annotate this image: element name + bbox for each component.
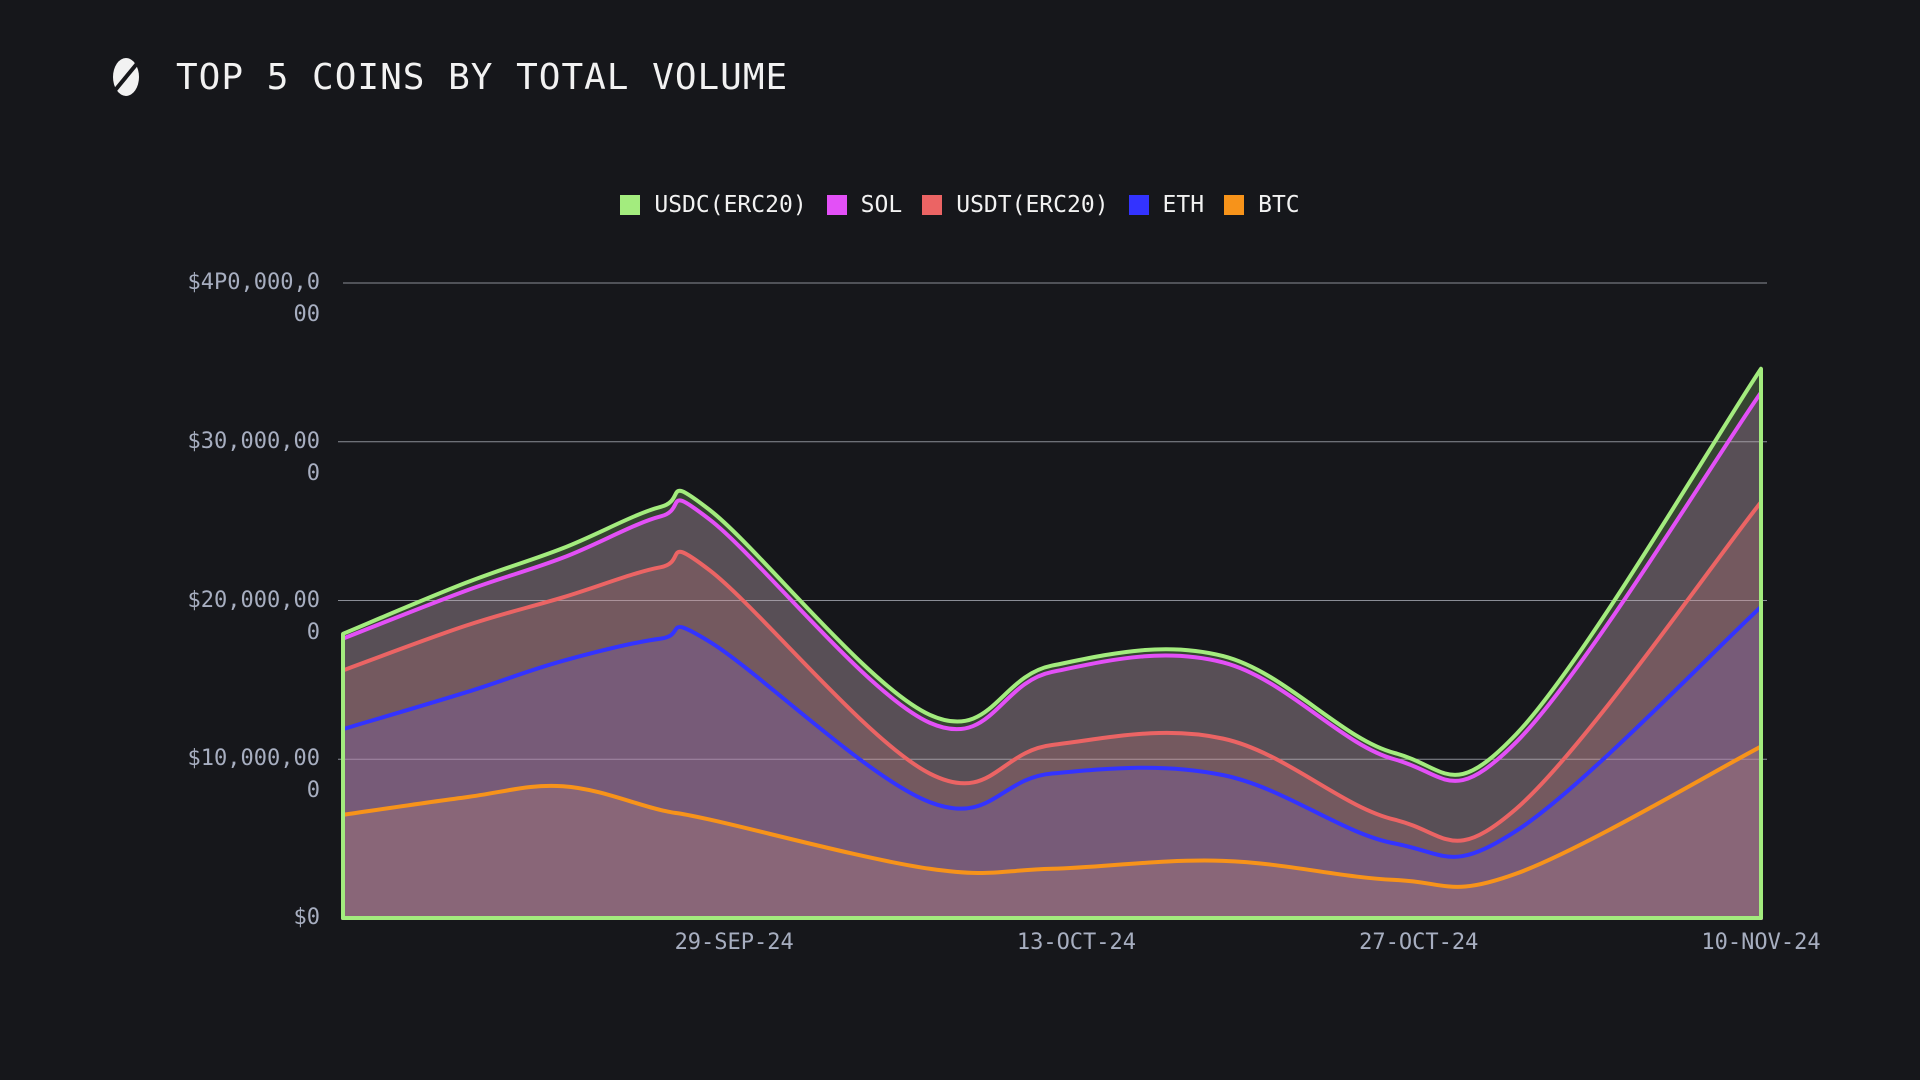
y-tick-label: $10,000,000 [187, 746, 320, 804]
x-tick-label: 13-OCT-24 [1016, 930, 1137, 955]
line-usdterc20 [341, 500, 1763, 920]
line-eth [341, 604, 1763, 920]
legend-swatch [922, 195, 943, 215]
logo-icon [110, 58, 142, 96]
legend-item[interactable]: SOL [826, 192, 903, 218]
area-btc [343, 746, 1761, 918]
chart-title: TOP 5 COINS BY TOTAL VOLUME [176, 56, 789, 98]
line-sol [341, 390, 1763, 920]
legend-item[interactable]: USDC(ERC20) [620, 192, 807, 218]
y-tick-label: $20,000,000 [187, 587, 320, 645]
line-btc [341, 744, 1763, 920]
area-usdterc20 [343, 502, 1761, 918]
area-usdcerc20 [343, 368, 1761, 919]
legend-item[interactable]: USDT(ERC20) [922, 192, 1109, 218]
x-tick-label: 10-NOV-24 [1701, 930, 1821, 955]
x-tick-label: 29-SEP-24 [674, 930, 794, 955]
y-tick-label: $4P0,000,000 [187, 270, 320, 327]
legend-swatch [620, 195, 641, 215]
area-eth [343, 606, 1761, 918]
y-tick-label: $0 [293, 905, 321, 930]
legend-label: BTC [1258, 192, 1300, 218]
legend-item[interactable]: BTC [1224, 192, 1300, 218]
legend-swatch [1224, 195, 1245, 215]
legend-label: USDT(ERC20) [956, 192, 1109, 218]
legend-label: SOL [860, 192, 903, 218]
y-tick-label: $30,000,000 [187, 428, 320, 486]
area-sol [343, 392, 1761, 919]
legend-swatch [826, 195, 847, 215]
legend-swatch [1128, 195, 1149, 215]
legend: USDC(ERC20) SOL USDT(ERC20) ETH BTC [0, 192, 1920, 218]
x-tick-label: 27-OCT-24 [1359, 930, 1479, 955]
legend-item[interactable]: ETH [1128, 192, 1205, 218]
legend-label: USDC(ERC20) [654, 192, 807, 218]
legend-label: ETH [1162, 192, 1205, 218]
line-usdcerc20 [341, 366, 1763, 920]
chart-header: TOP 5 COINS BY TOTAL VOLUME [110, 56, 788, 98]
